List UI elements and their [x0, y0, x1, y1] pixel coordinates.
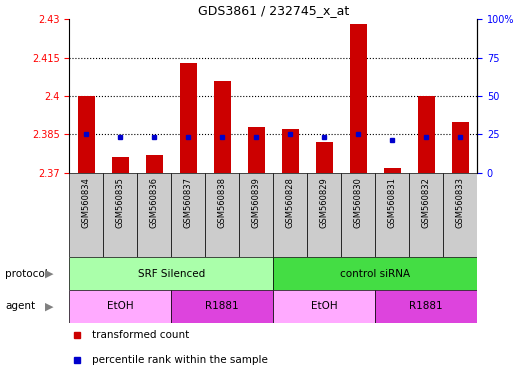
Bar: [409, 173, 443, 257]
Bar: [146, 155, 163, 173]
Bar: [214, 81, 231, 173]
Bar: [69, 257, 273, 290]
Bar: [375, 290, 477, 323]
Bar: [180, 63, 196, 173]
Text: GSM560833: GSM560833: [456, 177, 465, 228]
Bar: [384, 168, 401, 173]
Bar: [171, 173, 205, 257]
Text: percentile rank within the sample: percentile rank within the sample: [92, 355, 268, 365]
Bar: [418, 96, 435, 173]
Bar: [205, 173, 239, 257]
Text: GSM560839: GSM560839: [252, 177, 261, 228]
Bar: [273, 257, 477, 290]
Bar: [69, 290, 171, 323]
Bar: [69, 173, 103, 257]
Bar: [315, 142, 332, 173]
Text: ▶: ▶: [45, 301, 53, 311]
Text: GSM560831: GSM560831: [388, 177, 397, 228]
Bar: [307, 173, 341, 257]
Text: R1881: R1881: [409, 301, 443, 311]
Bar: [341, 173, 375, 257]
Bar: [282, 129, 299, 173]
Text: GSM560834: GSM560834: [82, 177, 91, 228]
Bar: [350, 24, 367, 173]
Text: transformed count: transformed count: [92, 330, 189, 340]
Bar: [103, 173, 137, 257]
Text: protocol: protocol: [5, 268, 48, 279]
Bar: [239, 173, 273, 257]
Text: SRF Silenced: SRF Silenced: [137, 268, 205, 279]
Title: GDS3861 / 232745_x_at: GDS3861 / 232745_x_at: [198, 3, 349, 17]
Bar: [375, 173, 409, 257]
Text: control siRNA: control siRNA: [340, 268, 410, 279]
Bar: [78, 96, 95, 173]
Text: ▶: ▶: [45, 268, 53, 279]
Text: GSM560835: GSM560835: [116, 177, 125, 228]
Text: GSM560830: GSM560830: [353, 177, 363, 228]
Bar: [273, 173, 307, 257]
Bar: [248, 127, 265, 173]
Text: EtOH: EtOH: [311, 301, 338, 311]
Bar: [273, 290, 375, 323]
Text: EtOH: EtOH: [107, 301, 133, 311]
Bar: [171, 290, 273, 323]
Text: GSM560836: GSM560836: [150, 177, 159, 228]
Bar: [443, 173, 477, 257]
Text: GSM560828: GSM560828: [286, 177, 294, 228]
Bar: [451, 122, 468, 173]
Text: GSM560829: GSM560829: [320, 177, 329, 228]
Text: agent: agent: [5, 301, 35, 311]
Bar: [112, 157, 129, 173]
Text: R1881: R1881: [205, 301, 239, 311]
Text: GSM560838: GSM560838: [218, 177, 227, 228]
Text: GSM560837: GSM560837: [184, 177, 193, 228]
Text: GSM560832: GSM560832: [422, 177, 430, 228]
Bar: [137, 173, 171, 257]
